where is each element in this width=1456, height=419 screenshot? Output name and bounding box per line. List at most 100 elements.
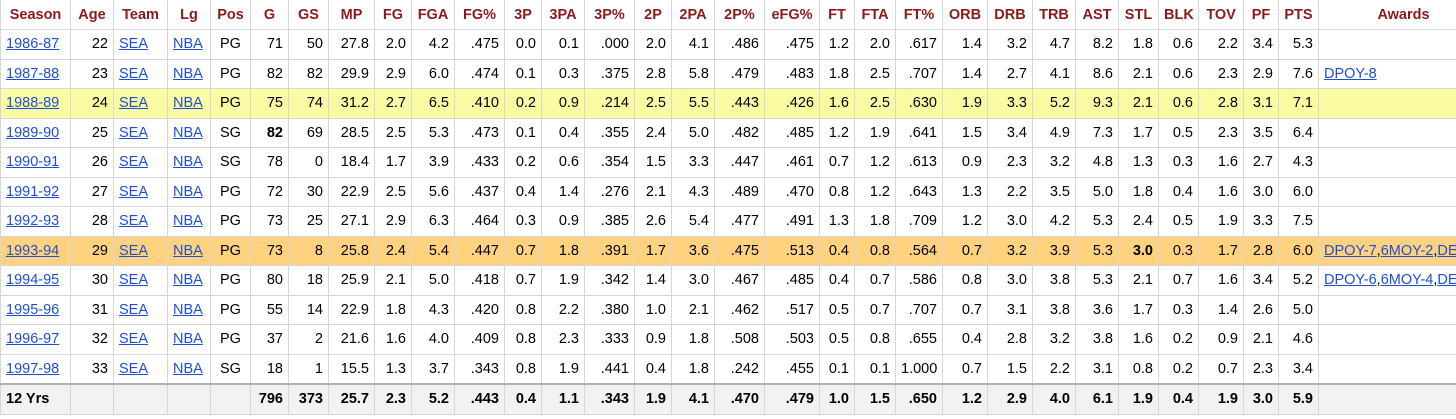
- team-link[interactable]: SEA: [119, 242, 149, 259]
- team-link[interactable]: SEA: [119, 301, 149, 318]
- col-header-ft[interactable]: FT: [819, 0, 855, 30]
- table-row: 1994-95 30 SEA NBA PG 80 18 25.9 2.1 5.0.418 0.7 1.…: [0, 265, 1456, 296]
- fg-pct-cell: .473: [454, 117, 505, 148]
- header-row: Season Age Team Lg Pos G GS MP FG FGA FG% 3P 3PA 3P% 2…: [0, 0, 1456, 30]
- col-header-pos[interactable]: Pos: [210, 0, 251, 30]
- team-link[interactable]: SEA: [119, 65, 149, 82]
- season-link[interactable]: 1993-94: [6, 242, 60, 259]
- season-link[interactable]: 1986-87: [6, 36, 60, 53]
- col-header-pf[interactable]: PF: [1243, 0, 1279, 30]
- team-link[interactable]: SEA: [119, 36, 149, 53]
- col-header-drb[interactable]: DRB: [987, 0, 1033, 30]
- team-link[interactable]: SEA: [119, 331, 149, 348]
- col-header-stl[interactable]: STL: [1118, 0, 1159, 30]
- col-header-pts[interactable]: PTS: [1278, 0, 1319, 30]
- p3-pct-cell: .385: [584, 206, 635, 237]
- lg-link[interactable]: NBA: [173, 360, 203, 377]
- p2-pct-cell: .508: [714, 324, 765, 355]
- col-header-fta[interactable]: FTA: [854, 0, 896, 30]
- team-link[interactable]: SEA: [119, 95, 149, 112]
- team-link[interactable]: SEA: [119, 183, 149, 200]
- lg-link[interactable]: NBA: [173, 301, 203, 318]
- lg-link[interactable]: NBA: [173, 242, 203, 259]
- lg-link[interactable]: NBA: [173, 331, 203, 348]
- lg-link[interactable]: NBA: [173, 36, 203, 53]
- col-header-team[interactable]: Team: [113, 0, 168, 30]
- lg-link[interactable]: NBA: [173, 183, 203, 200]
- season-link[interactable]: 1990-91: [6, 154, 60, 171]
- col-header-blk[interactable]: BLK: [1158, 0, 1199, 30]
- award-link[interactable]: DEF2: [1437, 272, 1456, 289]
- team-link[interactable]: SEA: [119, 124, 149, 141]
- col-header-orb[interactable]: ORB: [942, 0, 988, 30]
- footer-ft-pct-cell: .650: [895, 383, 943, 415]
- lg-link[interactable]: NBA: [173, 65, 203, 82]
- col-header-awards[interactable]: Awards: [1318, 0, 1456, 30]
- fga-cell: 5.0: [411, 265, 455, 296]
- col-header-3p-pct[interactable]: 3P%: [584, 0, 635, 30]
- team-link[interactable]: SEA: [119, 213, 149, 230]
- col-header-season[interactable]: Season: [0, 0, 71, 30]
- col-header-3p[interactable]: 3P: [504, 0, 542, 30]
- season-link[interactable]: 1994-95: [6, 272, 60, 289]
- fta-cell: 0.1: [854, 353, 896, 385]
- season-link[interactable]: 1997-98: [6, 360, 60, 377]
- lg-link[interactable]: NBA: [173, 95, 203, 112]
- efg-cell: .455: [764, 353, 820, 385]
- footer-ast-cell: 6.1: [1075, 383, 1119, 415]
- col-header-2pa[interactable]: 2PA: [671, 0, 715, 30]
- stl-cell: 3.0: [1118, 235, 1159, 266]
- col-header-mp[interactable]: MP: [328, 0, 375, 30]
- col-header-3pa[interactable]: 3PA: [541, 0, 585, 30]
- award-link[interactable]: DEF2: [1437, 242, 1456, 259]
- award-link[interactable]: 6MOY-2: [1380, 242, 1434, 259]
- p3-pct-cell: .355: [584, 117, 635, 148]
- season-link[interactable]: 1988-89: [6, 95, 60, 112]
- season-link[interactable]: 1995-96: [6, 301, 60, 318]
- team-link[interactable]: SEA: [119, 154, 149, 171]
- season-link[interactable]: 1991-92: [6, 183, 60, 200]
- col-header-gs[interactable]: GS: [288, 0, 329, 30]
- fga-cell: 5.6: [411, 176, 455, 207]
- team-link[interactable]: SEA: [119, 272, 149, 289]
- award-link[interactable]: DPOY-7: [1324, 242, 1377, 259]
- col-header-lg[interactable]: Lg: [167, 0, 211, 30]
- award-link[interactable]: DPOY-6: [1324, 272, 1377, 289]
- lg-link[interactable]: NBA: [173, 124, 203, 141]
- orb-cell: 0.7: [942, 235, 988, 266]
- drb-cell: 3.0: [987, 265, 1033, 296]
- pa3-cell: 0.6: [541, 147, 585, 178]
- col-header-fga[interactable]: FGA: [411, 0, 455, 30]
- col-header-fg[interactable]: FG: [374, 0, 412, 30]
- col-header-g[interactable]: G: [250, 0, 289, 30]
- season-link[interactable]: 1992-93: [6, 213, 60, 230]
- season-link[interactable]: 1989-90: [6, 124, 60, 141]
- col-header-tov[interactable]: TOV: [1198, 0, 1244, 30]
- season-link[interactable]: 1996-97: [6, 331, 60, 348]
- season-link[interactable]: 1987-88: [6, 65, 60, 82]
- col-header-ast[interactable]: AST: [1075, 0, 1119, 30]
- tov-cell: 1.9: [1198, 206, 1244, 237]
- awards-cell: DPOY-7,6MOY-2,DEF2: [1318, 235, 1456, 266]
- p2-cell: 2.4: [634, 117, 672, 148]
- awards-separator: ,: [1376, 242, 1381, 259]
- lg-link[interactable]: NBA: [173, 154, 203, 171]
- col-header-2p-pct[interactable]: 2P%: [714, 0, 765, 30]
- lg-cell: NBA: [167, 206, 211, 237]
- lg-link[interactable]: NBA: [173, 213, 203, 230]
- col-header-2p[interactable]: 2P: [634, 0, 672, 30]
- lg-link[interactable]: NBA: [173, 272, 203, 289]
- footer-orb-cell: 1.2: [942, 383, 988, 415]
- award-link[interactable]: 6MOY-4: [1380, 272, 1434, 289]
- team-link[interactable]: SEA: [119, 360, 149, 377]
- award-link[interactable]: DPOY-8: [1324, 65, 1377, 82]
- season-cell: 1986-87: [0, 29, 71, 60]
- col-header-ft-pct[interactable]: FT%: [895, 0, 943, 30]
- pos-cell: SG: [210, 353, 251, 385]
- team-cell: SEA: [113, 235, 168, 266]
- col-header-efg-pct[interactable]: eFG%: [764, 0, 820, 30]
- col-header-trb[interactable]: TRB: [1032, 0, 1076, 30]
- col-header-age[interactable]: Age: [70, 0, 114, 30]
- pf-cell: 2.8: [1243, 235, 1279, 266]
- col-header-fg-pct[interactable]: FG%: [454, 0, 505, 30]
